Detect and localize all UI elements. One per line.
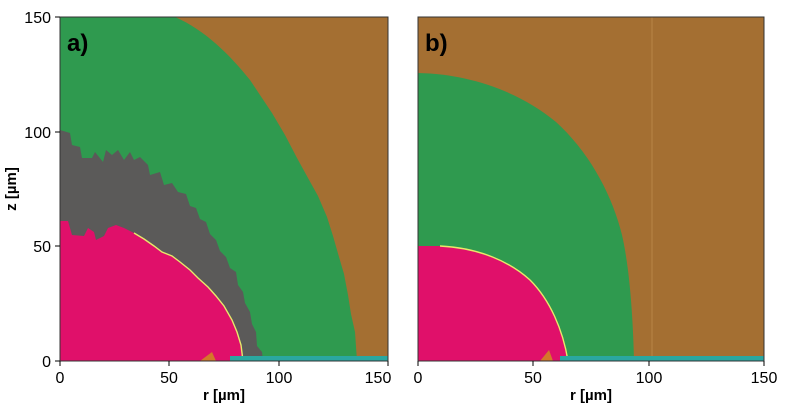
panel-b-pink-region [418,246,568,361]
panel-a-x-tick-0: 0 [56,370,65,387]
panel-b-small-feature [540,350,553,361]
panel-b-pink-boundary [439,245,569,361]
panel-b-x-tick-0: 0 [414,370,423,387]
panel-a-x-tick-150: 150 [365,370,392,387]
panel-a-x-axis-label: r [µm] [203,387,245,404]
panel-a-x-tick-100: 100 [266,370,293,387]
panel-a-y-tick-100: 100 [24,125,51,142]
panel-b-x-ticks [417,361,765,366]
panel-a-x-tick-50: 50 [160,370,178,387]
panel-b-frame [417,16,765,362]
panel-b-x-axis-label: r [µm] [570,387,612,404]
panel-b: 0 50 100 150 r [µm] b) [414,16,778,404]
panel-a-small-feature [200,352,216,361]
panel-a-label: a) [67,30,88,57]
panel-a-pink-boundary [133,232,244,361]
panel-a: 0 50 100 150 0 50 100 150 r [µm] z [µm] … [3,10,391,404]
panel-b-bottom-band [560,356,764,361]
panel-a-x-ticks [59,361,389,366]
panel-b-x-tick-50: 50 [524,370,542,387]
panel-a-frame [59,16,389,362]
panel-b-x-tick-100: 100 [636,370,663,387]
panel-a-pink-region [60,221,243,361]
panel-a-y-tick-50: 50 [33,239,51,256]
panel-a-y-axis-label: z [µm] [3,167,20,211]
panel-a-y-tick-150: 150 [24,10,51,27]
panel-b-label: b) [425,30,448,57]
panel-b-x-tick-150: 150 [751,370,778,387]
panel-a-y-ticks [55,16,60,362]
panel-a-bottom-band [230,356,388,361]
panel-a-y-tick-0: 0 [42,354,51,371]
